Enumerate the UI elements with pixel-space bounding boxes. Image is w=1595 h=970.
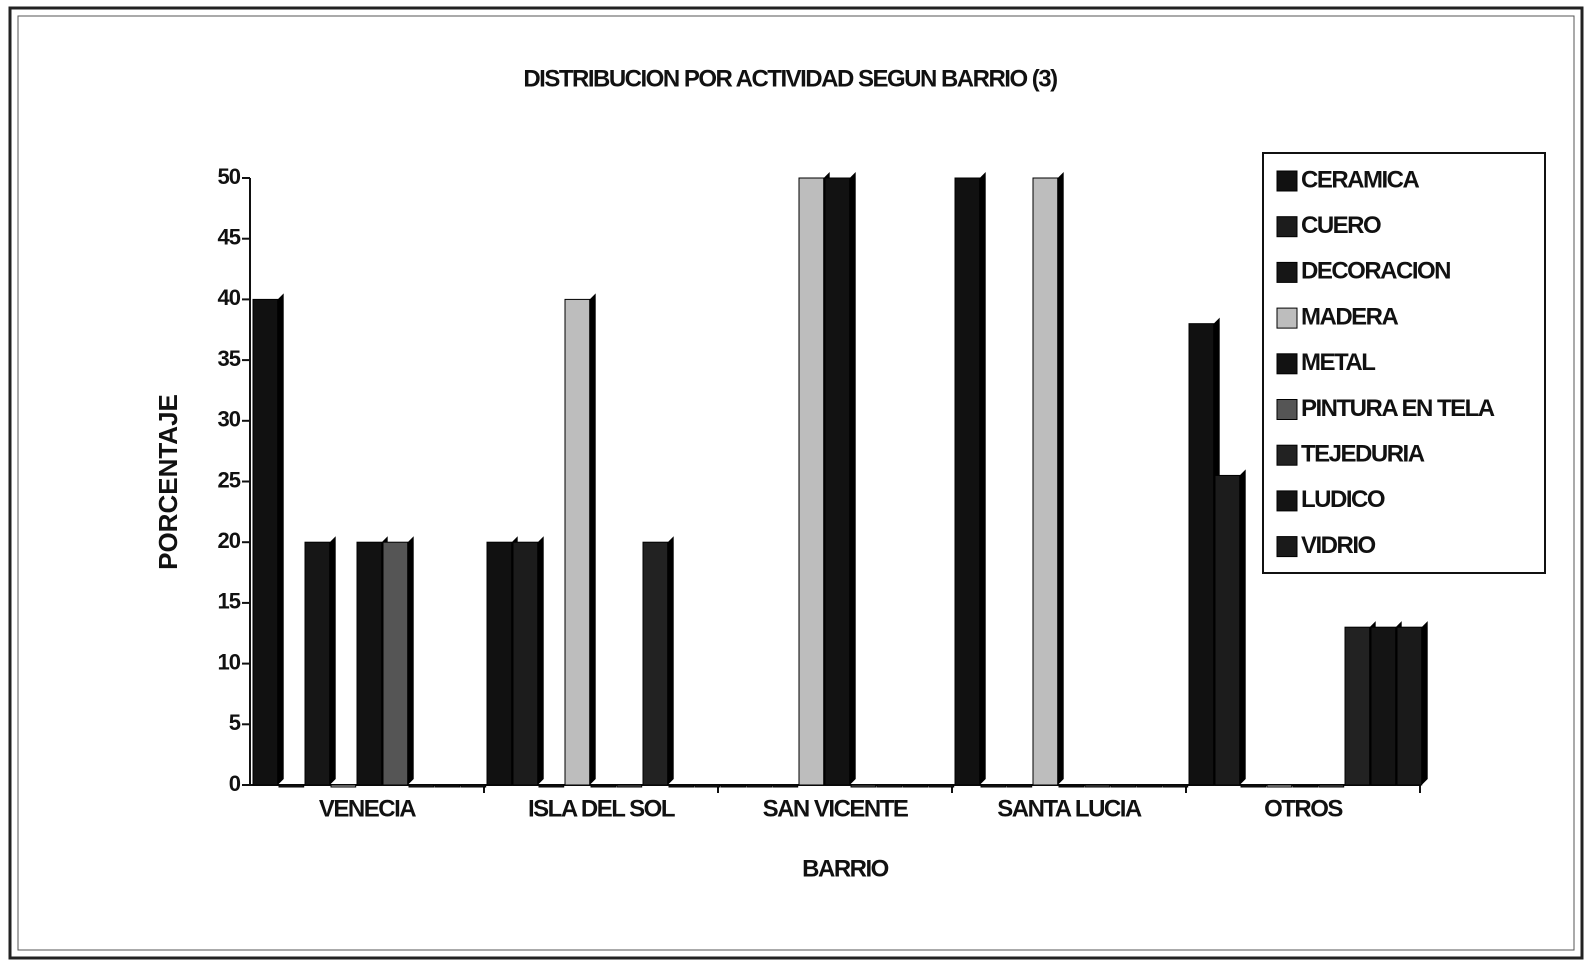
y-tick-label: 25 bbox=[218, 467, 241, 492]
bar bbox=[1292, 784, 1319, 788]
bar bbox=[304, 541, 331, 786]
inner-frame bbox=[17, 15, 1575, 951]
legend-swatch bbox=[1276, 399, 1298, 420]
bar bbox=[954, 177, 981, 786]
bar bbox=[1370, 626, 1397, 786]
bar bbox=[1240, 784, 1267, 788]
bar bbox=[824, 177, 851, 786]
legend-label: VIDRIO bbox=[1301, 532, 1376, 559]
bar bbox=[980, 784, 1007, 788]
legend-swatch bbox=[1276, 444, 1298, 466]
frame bbox=[8, 6, 1584, 960]
x-tick-label: SANTA LUCIA bbox=[997, 795, 1142, 822]
bar bbox=[512, 541, 539, 786]
bar-depth bbox=[849, 172, 856, 785]
legend-label: LUDICO bbox=[1301, 486, 1385, 513]
bar bbox=[746, 784, 773, 788]
y-tick-label: 5 bbox=[229, 710, 241, 735]
bar bbox=[1188, 323, 1215, 786]
bar bbox=[538, 784, 565, 788]
bar bbox=[850, 784, 877, 788]
bar bbox=[902, 784, 929, 788]
legend-label: PINTURA EN TELA bbox=[1301, 395, 1495, 422]
bar bbox=[330, 784, 357, 788]
bar-depth bbox=[1421, 621, 1428, 785]
bar bbox=[1214, 474, 1241, 786]
y-tick-label: 35 bbox=[218, 346, 241, 371]
bar bbox=[1396, 626, 1423, 786]
legend-label: DECORACION bbox=[1301, 258, 1450, 285]
legend-swatch bbox=[1276, 353, 1298, 375]
bar bbox=[1084, 784, 1111, 788]
bar-depth bbox=[277, 293, 284, 785]
bar bbox=[252, 298, 279, 786]
x-tick-label: ISLA DEL SOL bbox=[528, 795, 675, 822]
legend-label: CUERO bbox=[1301, 212, 1381, 239]
bar bbox=[694, 784, 721, 788]
bar bbox=[1162, 784, 1189, 788]
bar-depth bbox=[1057, 172, 1064, 785]
y-tick-label: 40 bbox=[218, 285, 241, 310]
bar bbox=[876, 784, 903, 788]
y-tick-label: 10 bbox=[218, 649, 241, 674]
x-tick-label: VENECIA bbox=[319, 795, 416, 822]
x-axis-label: BARRIO bbox=[802, 855, 888, 882]
bar bbox=[616, 784, 643, 788]
legend-swatch bbox=[1276, 261, 1298, 283]
bar-depth bbox=[667, 536, 674, 785]
bar-depth bbox=[407, 536, 414, 785]
legend-label: TEJEDURIA bbox=[1301, 441, 1425, 468]
y-tick-label: 0 bbox=[229, 771, 241, 796]
bar-depth bbox=[329, 536, 336, 785]
legend-swatch bbox=[1276, 490, 1298, 512]
x-tick-label: SAN VICENTE bbox=[763, 795, 909, 822]
bar bbox=[1136, 784, 1163, 788]
bar bbox=[590, 784, 617, 788]
bar bbox=[1058, 784, 1085, 788]
legend-label: METAL bbox=[1301, 349, 1375, 376]
y-axis-label: PORCENTAJE bbox=[153, 394, 183, 570]
bar bbox=[642, 541, 669, 786]
legend-swatch bbox=[1276, 170, 1298, 192]
bar bbox=[720, 784, 747, 788]
bar bbox=[1344, 626, 1371, 786]
bar bbox=[460, 784, 487, 788]
bar bbox=[564, 298, 591, 786]
bar bbox=[1318, 784, 1345, 788]
legend-swatch bbox=[1276, 216, 1298, 238]
legend-label: CERAMICA bbox=[1301, 166, 1419, 193]
chart-title: DISTRIBUCION POR ACTIVIDAD SEGUN BARRIO … bbox=[523, 65, 1057, 92]
bar bbox=[798, 177, 825, 786]
bar-depth bbox=[979, 172, 986, 785]
bar bbox=[278, 784, 305, 788]
bar bbox=[772, 784, 799, 788]
y-tick-label: 45 bbox=[218, 225, 241, 250]
bar bbox=[1110, 784, 1137, 788]
legend-label: MADERA bbox=[1301, 303, 1398, 330]
bar bbox=[356, 541, 383, 786]
legend-swatch bbox=[1276, 307, 1298, 329]
x-tick-label: OTROS bbox=[1264, 795, 1343, 822]
y-tick-label: 50 bbox=[218, 164, 241, 189]
y-tick-label: 30 bbox=[218, 407, 241, 432]
bar bbox=[1266, 784, 1293, 788]
bar bbox=[1032, 177, 1059, 786]
bar bbox=[928, 784, 955, 788]
bar bbox=[382, 541, 409, 786]
legend-box bbox=[1262, 152, 1546, 574]
bar bbox=[1006, 784, 1033, 788]
y-tick-label: 15 bbox=[218, 589, 241, 614]
legend-swatch bbox=[1276, 536, 1298, 558]
y-tick-label: 20 bbox=[218, 528, 241, 553]
bar bbox=[486, 541, 513, 786]
bar-depth bbox=[1239, 469, 1246, 785]
bar bbox=[434, 784, 461, 788]
bar-depth bbox=[589, 293, 596, 785]
bar bbox=[668, 784, 695, 788]
bar bbox=[408, 784, 435, 788]
bar-depth bbox=[537, 536, 544, 785]
